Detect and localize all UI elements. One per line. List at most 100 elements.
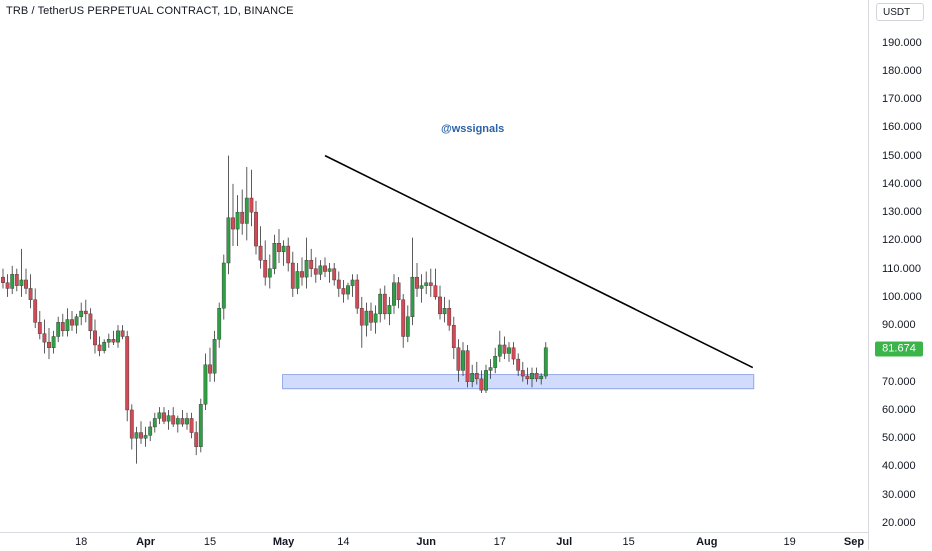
candle-down xyxy=(401,294,406,348)
candle-down xyxy=(70,311,74,331)
candle-body xyxy=(194,432,199,447)
candle-up xyxy=(217,302,222,348)
time-tick-label: May xyxy=(272,536,295,548)
candle-body xyxy=(456,347,461,371)
candle-body xyxy=(442,308,447,315)
candle-up xyxy=(148,421,153,442)
candle-up xyxy=(373,305,378,334)
chart-area[interactable]: TRB / TetherUS PERPETUAL CONTRACT, 1D, B… xyxy=(0,0,868,532)
candle-body xyxy=(226,217,231,264)
candle-up xyxy=(198,398,203,453)
candle-body xyxy=(65,319,70,332)
candle-body xyxy=(198,404,203,447)
candle-body xyxy=(290,262,295,289)
candlestick-chart[interactable] xyxy=(0,0,868,532)
candle-body xyxy=(373,313,378,323)
candle-body xyxy=(369,310,373,323)
descending-trendline xyxy=(324,154,754,369)
candle-body xyxy=(387,305,392,315)
price-tick-label: 180.000 xyxy=(882,64,922,77)
time-tick-label: 14 xyxy=(337,536,350,548)
candle-up xyxy=(19,248,24,297)
candle-down xyxy=(525,367,530,385)
candle-body xyxy=(166,415,171,422)
candle-body xyxy=(323,265,327,272)
price-tick-label: 170.000 xyxy=(882,93,922,106)
candle-up xyxy=(295,263,300,295)
candle-body xyxy=(424,282,429,286)
candle-body xyxy=(10,274,15,289)
candle-body xyxy=(263,259,268,278)
time-tick-label: 17 xyxy=(493,536,506,548)
candle-body xyxy=(281,245,286,252)
candle-body xyxy=(221,262,226,309)
candle-body xyxy=(143,435,148,439)
time-tick-label: Aug xyxy=(696,536,718,548)
candle-down xyxy=(111,330,116,345)
candle-down xyxy=(231,183,235,247)
candle-body xyxy=(543,347,548,377)
candle-body xyxy=(461,350,465,371)
candle-down xyxy=(355,274,360,314)
candle-down xyxy=(125,330,130,422)
candle-up xyxy=(405,305,410,343)
candle-up xyxy=(410,237,415,326)
candle-body xyxy=(185,418,189,425)
candle-up xyxy=(364,302,369,337)
candle-body xyxy=(83,310,88,315)
candle-up xyxy=(175,415,180,433)
candle-body xyxy=(525,375,530,380)
chart-title: TRB / TetherUS PERPETUAL CONTRACT, 1D, B… xyxy=(6,5,294,17)
candle-body xyxy=(359,308,364,326)
candle-up xyxy=(116,325,120,348)
candle-down xyxy=(37,311,42,340)
candle-up xyxy=(152,412,157,433)
time-tick-label: Jun xyxy=(416,536,436,548)
candle-body xyxy=(51,336,56,348)
candle-up xyxy=(470,364,475,388)
candle-up xyxy=(106,333,111,348)
time-axis[interactable] xyxy=(0,532,868,551)
candle-body xyxy=(120,330,125,337)
candle-body xyxy=(346,285,350,295)
candle-up xyxy=(102,339,107,354)
candle-up xyxy=(318,260,323,280)
candle-body xyxy=(125,336,130,411)
candle-down xyxy=(300,257,304,286)
candle-body xyxy=(189,418,194,433)
candle-down xyxy=(208,347,212,382)
support-zone xyxy=(282,374,755,390)
candle-body xyxy=(162,412,166,422)
candle-down xyxy=(341,279,346,303)
candle-body xyxy=(415,276,419,289)
candle-down xyxy=(313,257,318,283)
candle-down xyxy=(451,316,456,360)
candle-body xyxy=(396,282,401,300)
candle-up xyxy=(74,313,79,334)
candle-body xyxy=(295,271,300,289)
candle-body xyxy=(1,276,5,283)
candle-down xyxy=(249,169,254,227)
candle-down xyxy=(516,353,521,377)
candle-down xyxy=(465,344,470,388)
candle-up xyxy=(461,342,465,377)
candle-down xyxy=(254,200,258,255)
candle-down xyxy=(263,240,268,286)
price-tick-label: 110.000 xyxy=(882,262,921,275)
candle-body xyxy=(520,370,525,377)
price-axis[interactable] xyxy=(868,0,932,550)
candle-up xyxy=(221,254,226,320)
candle-up xyxy=(134,426,139,464)
candle-body xyxy=(129,409,134,439)
candle-down xyxy=(332,263,337,286)
candle-body xyxy=(465,350,470,382)
currency-button[interactable]: USDT xyxy=(876,3,924,21)
candle-body xyxy=(355,279,360,309)
candle-body xyxy=(511,347,516,360)
candle-down xyxy=(438,285,442,320)
candle-body xyxy=(470,373,475,382)
candle-up xyxy=(185,412,189,430)
candle-body xyxy=(134,432,139,439)
candle-up xyxy=(484,364,488,394)
candle-down xyxy=(396,277,401,309)
